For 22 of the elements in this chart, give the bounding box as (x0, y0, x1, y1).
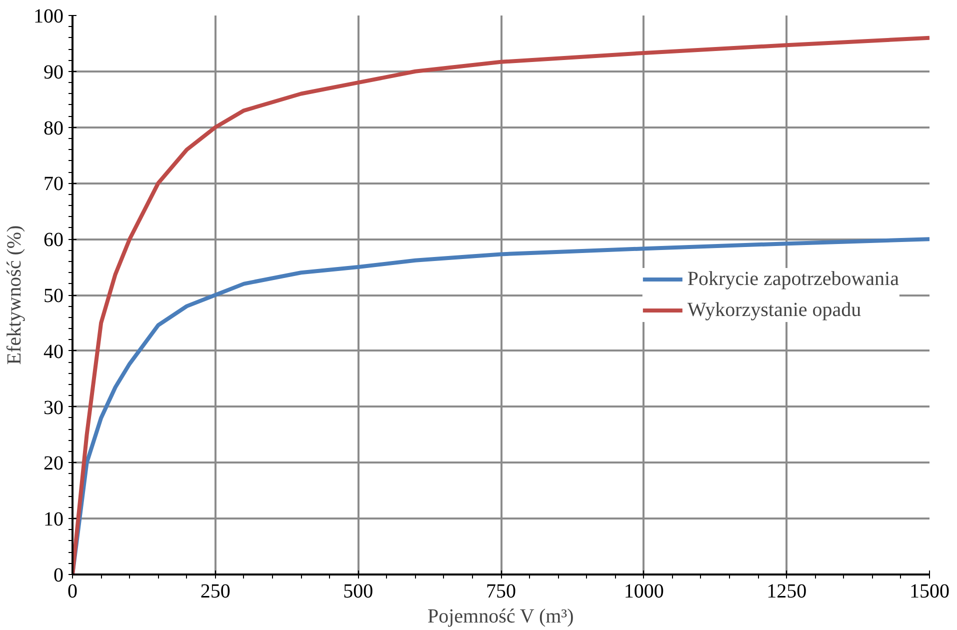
x-tick-label: 250 (200, 580, 230, 602)
y-tick-label: 80 (44, 117, 64, 140)
y-tick-label: 50 (44, 285, 64, 307)
y-tick-label: 40 (44, 340, 64, 363)
y-tick-label: 100 (34, 6, 64, 28)
y-tick-label: 30 (44, 396, 64, 419)
x-axis-title: Pojemność V (m³) (427, 606, 574, 628)
x-tick-label: 1000 (624, 580, 664, 602)
x-tick-label: 1500 (910, 580, 950, 602)
y-tick-label: 20 (44, 452, 64, 475)
x-tick-label: 1250 (766, 580, 807, 602)
x-tick-label: 500 (343, 580, 374, 602)
legend-label: Wykorzystanie opadu (687, 298, 862, 322)
x-tick-label: 0 (68, 580, 78, 602)
y-tick-label: 10 (44, 508, 64, 531)
y-tick-label: 70 (44, 173, 64, 196)
y-tick-label: 60 (44, 229, 64, 252)
legend-label: Pokrycie zapotrzebowania (687, 268, 899, 290)
y-axis-title: Efektywność (%) (4, 225, 26, 365)
x-tick-label: 750 (486, 580, 516, 602)
y-tick-label: 0 (54, 564, 64, 586)
y-tick-label: 90 (44, 61, 64, 84)
